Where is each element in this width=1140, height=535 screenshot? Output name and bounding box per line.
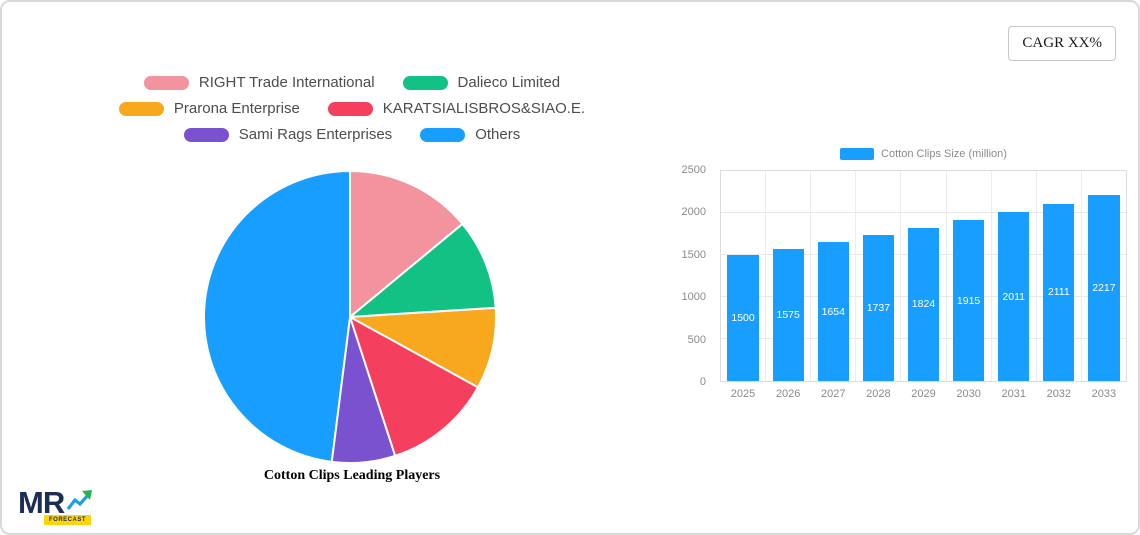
bar-2033[interactable]: 2217 bbox=[1088, 194, 1120, 381]
legend-label: RIGHT Trade International bbox=[198, 74, 375, 91]
bar-legend-label: Cotton Clips Size (million) bbox=[881, 148, 1007, 160]
legend-item[interactable]: KARATSIALISBROS&SIAO.E. bbox=[327, 100, 586, 117]
bar-2028[interactable]: 1737 bbox=[862, 235, 895, 381]
x-axis-label: 2029 bbox=[911, 388, 936, 400]
x-axis-label: 2032 bbox=[1046, 388, 1072, 400]
bar-2030[interactable]: 1915 bbox=[952, 220, 985, 381]
bar-column: 1737 2028 bbox=[856, 171, 902, 400]
bar-chart-plot: 1500 2025 1575 2026 1654 2027 1737 2028 1824 2029… bbox=[720, 170, 1127, 400]
pie-legend-row: Prarona Enterprise KARATSIALISBROS&SIAO.E… bbox=[118, 100, 586, 117]
legend-swatch-icon bbox=[143, 75, 189, 90]
bar-column: 2217 2033 bbox=[1082, 171, 1126, 400]
cagr-badge: CAGR XX% bbox=[1008, 26, 1116, 61]
bar-column: 2011 2031 bbox=[992, 171, 1037, 400]
legend-label: Sami Rags Enterprises bbox=[238, 126, 393, 143]
bar-value-label: 1500 bbox=[731, 312, 755, 324]
bar-y-axis: 0 500 1000 1500 2000 2500 bbox=[654, 164, 712, 388]
legend-item[interactable]: Others bbox=[420, 126, 520, 143]
bar-2029[interactable]: 1824 bbox=[907, 227, 940, 381]
logo-badge: FORECAST bbox=[44, 515, 91, 525]
bar-2025[interactable]: 1500 bbox=[727, 255, 759, 381]
pie-chart bbox=[203, 170, 497, 464]
pie-legend-row: Sami Rags Enterprises Others bbox=[183, 126, 520, 143]
bar-value-label: 1654 bbox=[821, 305, 845, 318]
bar-value-label: 2217 bbox=[1092, 281, 1116, 294]
legend-item[interactable]: Dalieco Limited bbox=[402, 74, 561, 91]
pie-slice-1[interactable] bbox=[349, 170, 464, 320]
y-axis-label: 1500 bbox=[681, 248, 706, 261]
gridline bbox=[721, 212, 1126, 213]
bar-column: 1654 2027 bbox=[811, 171, 857, 400]
pie-slice-4[interactable] bbox=[348, 314, 480, 458]
pie-legend: RIGHT Trade International Dalieco Limited… bbox=[2, 74, 702, 143]
bar-column: 1575 2026 bbox=[766, 171, 812, 400]
x-axis-label: 2033 bbox=[1091, 388, 1117, 400]
bar-2026[interactable]: 1575 bbox=[772, 248, 804, 381]
bar-value-label: 2011 bbox=[1002, 290, 1025, 303]
legend-item[interactable]: RIGHT Trade International bbox=[143, 74, 375, 91]
legend-swatch-icon bbox=[327, 101, 373, 116]
bar-value-label: 2111 bbox=[1047, 286, 1070, 299]
pie-slice-3[interactable] bbox=[346, 306, 497, 389]
y-axis-label: 500 bbox=[687, 333, 706, 346]
bar-2031[interactable]: 2011 bbox=[998, 212, 1030, 381]
bar-column: 2111 2032 bbox=[1037, 171, 1082, 400]
x-axis-label: 2027 bbox=[821, 388, 846, 400]
y-axis-label: 0 bbox=[699, 376, 706, 388]
legend-swatch-icon bbox=[402, 75, 448, 90]
y-axis-label: 2000 bbox=[681, 206, 706, 219]
brand-logo: MR FORECAST bbox=[18, 487, 94, 525]
bar-2032[interactable]: 2111 bbox=[1043, 203, 1075, 381]
legend-label: Dalieco Limited bbox=[457, 74, 561, 91]
bar-column: 1824 2029 bbox=[901, 171, 947, 400]
legend-label: Prarona Enterprise bbox=[173, 100, 300, 117]
bar-2027[interactable]: 1654 bbox=[817, 242, 849, 381]
x-axis-label: 2026 bbox=[775, 388, 801, 400]
bar-value-label: 1915 bbox=[956, 294, 981, 307]
legend-swatch-icon bbox=[420, 127, 466, 142]
y-axis-label: 1000 bbox=[681, 291, 706, 304]
bar-columns: 1500 2025 1575 2026 1654 2027 1737 2028 1824 2029… bbox=[721, 171, 1126, 400]
logo-text: MR bbox=[18, 485, 65, 520]
bar-value-label: 1575 bbox=[776, 308, 800, 321]
bar-legend-swatch-icon bbox=[840, 148, 875, 160]
legend-label: Others bbox=[475, 126, 521, 143]
legend-label: KARATSIALISBROS&SIAO.E. bbox=[382, 100, 586, 117]
trend-arrow-icon bbox=[66, 490, 93, 510]
bar-value-label: 1737 bbox=[866, 302, 891, 315]
legend-item[interactable]: Sami Rags Enterprises bbox=[183, 126, 393, 143]
bar-column: 1915 2030 bbox=[947, 171, 992, 400]
x-axis-label: 2028 bbox=[866, 388, 891, 400]
legend-item[interactable]: Prarona Enterprise bbox=[118, 100, 300, 117]
pie-slice-2[interactable] bbox=[346, 222, 497, 319]
logo-row: MR bbox=[18, 487, 94, 518]
y-axis-label: 2500 bbox=[681, 164, 706, 176]
bar-value-label: 1824 bbox=[911, 298, 936, 311]
pie-legend-row: RIGHT Trade International Dalieco Limited bbox=[143, 74, 561, 91]
pie-chart-title: Cotton Clips Leading Players bbox=[263, 468, 441, 483]
pie-slice-6[interactable] bbox=[203, 170, 351, 463]
legend-swatch-icon bbox=[183, 127, 229, 142]
bar-legend[interactable]: Cotton Clips Size (million) bbox=[720, 148, 1127, 160]
bar-column: 1500 2025 bbox=[721, 171, 767, 400]
legend-swatch-icon bbox=[118, 101, 164, 116]
x-axis-label: 2031 bbox=[1001, 388, 1026, 400]
x-axis-label: 2030 bbox=[956, 388, 981, 400]
x-axis-label: 2025 bbox=[730, 388, 756, 400]
